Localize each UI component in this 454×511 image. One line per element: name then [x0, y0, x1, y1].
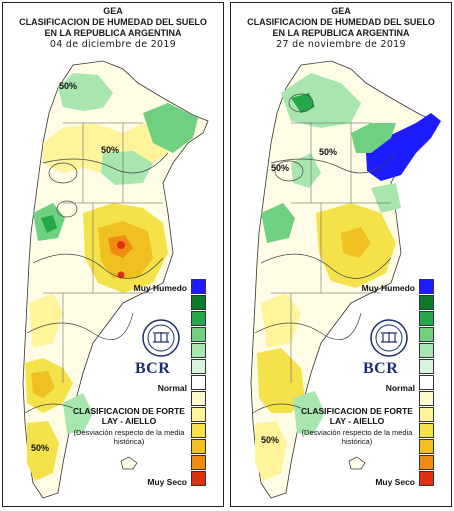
province-boundaries [271, 122, 391, 383]
contour-line-2 [32, 253, 164, 279]
legend-swatch [191, 439, 206, 454]
zone-green-south [293, 391, 325, 435]
legend-swatch [191, 455, 206, 470]
contour-label-3: 50% [31, 443, 49, 453]
classification-title: CLASIFICACION DE FORTE LAY - AIELLO [301, 406, 413, 426]
agency-label: GEA [103, 6, 123, 16]
zone-green-center [101, 151, 153, 185]
contour-line-3 [254, 312, 362, 341]
malvinas-islands [348, 456, 366, 470]
contour-ring-1 [274, 160, 304, 182]
bcr-seal-icon [142, 319, 180, 357]
contour-ring-2 [288, 93, 314, 113]
legend-swatch [419, 327, 434, 342]
contour-label-3: 50% [261, 435, 279, 445]
legend-swatch [191, 423, 206, 438]
contour-line-1 [42, 152, 169, 174]
deviation-note: (Desviación respecto de la media históri… [301, 428, 413, 446]
legend-swatch [419, 455, 434, 470]
zone-green-north [58, 73, 113, 111]
legend-swatch [191, 327, 206, 342]
legend-swatch [419, 375, 434, 390]
zone-green-centerwest [291, 153, 321, 188]
bcr-logo-text: BCR [363, 360, 399, 377]
legend-swatch [419, 279, 434, 294]
legend-swatch [191, 375, 206, 390]
legend-swatch [419, 439, 434, 454]
contour-label-2: 50% [101, 145, 119, 155]
legend-middle-label: Normal [385, 383, 415, 393]
legend-swatch [191, 343, 206, 358]
zone-orange-center [341, 227, 371, 258]
contour-label-1: 50% [59, 81, 77, 91]
legend-swatch [419, 391, 434, 406]
contour-line-2 [260, 253, 392, 279]
contour-label-1: 50% [271, 163, 289, 173]
deviation-note: (Desviación respecto de la media históri… [73, 428, 185, 446]
legend-swatch [419, 359, 434, 374]
zone-green-northeast [143, 103, 198, 153]
panel-header: GEA CLASIFICACION DE HUMEDAD DEL SUELO E… [3, 6, 223, 50]
legend-color-scale [191, 279, 206, 487]
zone-green-northeast [351, 123, 396, 153]
zone-yellow-patagonia-2 [257, 348, 305, 413]
zone-green-darkwest [41, 215, 57, 233]
legend-swatch [191, 359, 206, 374]
legend-color-scale [419, 279, 434, 487]
agency-label: GEA [331, 6, 351, 16]
legend-bottom-label: Muy Seco [375, 477, 415, 487]
zone-red-spot-2 [117, 271, 125, 279]
legend-top-label: Muy Humedo [133, 283, 187, 293]
zone-green-east [371, 183, 401, 213]
zone-yellow-south [255, 421, 287, 481]
contour-line-1 [270, 152, 397, 174]
zone-red-spot-1 [117, 241, 125, 249]
bcr-logo-text: BCR [135, 360, 171, 377]
zone-green-north [281, 73, 361, 128]
zone-darkgreen-north [291, 93, 315, 113]
title-line-2: EN LA REPUBLICA ARGENTINA [272, 28, 410, 38]
panel-right: 50% 50% 50% GEA CLASIFICACION DE HUMEDAD… [230, 2, 452, 507]
classification-title: CLASIFICACION DE FORTE LAY - AIELLO [73, 406, 185, 426]
zone-yellow-south [27, 421, 59, 481]
legend-bottom-label: Muy Seco [147, 477, 187, 487]
contour-ring-2 [56, 200, 78, 218]
zone-orange-patagonia [31, 371, 55, 398]
malvinas-islands [120, 456, 138, 470]
legend-swatch [191, 471, 206, 486]
title-line-2: EN LA REPUBLICA ARGENTINA [44, 28, 182, 38]
legend-swatch [191, 391, 206, 406]
bcr-seal-icon [370, 319, 408, 357]
title-line-1: CLASIFICACION DE HUMEDAD DEL SUELO [19, 17, 207, 27]
legend-swatch [191, 295, 206, 310]
zone-green-west [261, 203, 295, 243]
contour-ring-1 [48, 162, 78, 184]
legend-swatch [419, 423, 434, 438]
contour-label-2: 50% [319, 147, 337, 157]
legend-swatch [419, 407, 434, 422]
legend-swatch [419, 311, 434, 326]
argentina-map-left: 50% 50% 50% [22, 60, 209, 499]
title-line-1: CLASIFICACION DE HUMEDAD DEL SUELO [247, 17, 435, 27]
contour-line-4 [252, 403, 302, 414]
panel-left: 50% 50% 50% GEA CLASIFICACION DE HUMEDAD… [2, 2, 224, 507]
argentina-map-right: 50% 50% 50% [250, 60, 441, 499]
legend-swatch [191, 311, 206, 326]
contour-line-4 [24, 403, 74, 414]
legend-swatch [419, 471, 434, 486]
zone-yellow-patagonia-1 [29, 293, 63, 348]
legend-swatch [419, 343, 434, 358]
zone-green-south [63, 393, 93, 433]
legend-middle-label: Normal [157, 383, 187, 393]
contour-line-3 [26, 312, 134, 341]
panel-date: 27 de noviembre de 2019 [276, 39, 406, 50]
province-boundaries [43, 122, 163, 383]
legend-swatch [191, 279, 206, 294]
panel-header: GEA CLASIFICACION DE HUMEDAD DEL SUELO E… [231, 6, 451, 50]
legend-swatch [419, 295, 434, 310]
legend-top-label: Muy Humedo [361, 283, 415, 293]
legend-swatch [191, 407, 206, 422]
panel-date: 04 de diciembre de 2019 [49, 39, 177, 50]
